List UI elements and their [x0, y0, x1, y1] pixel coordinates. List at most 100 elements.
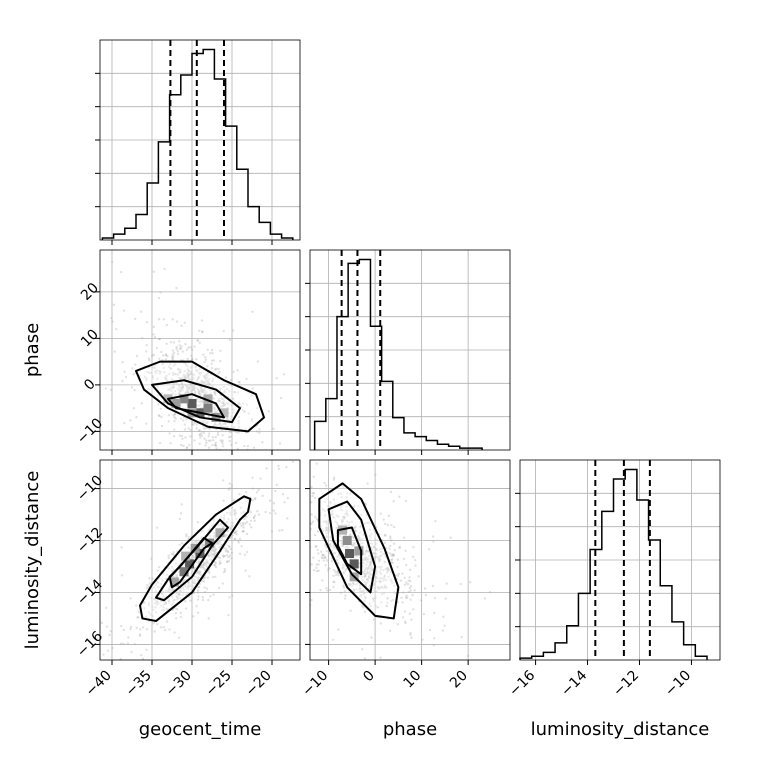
- scatter-point: [335, 526, 338, 529]
- scatter-point: [419, 599, 423, 602]
- scatter-point: [195, 368, 198, 372]
- scatter-point: [200, 391, 204, 394]
- scatter-point: [222, 571, 226, 574]
- scatter-point: [201, 543, 204, 547]
- scatter-point: [168, 628, 171, 631]
- scatter-point: [373, 545, 376, 549]
- scatter-point: [222, 398, 226, 402]
- scatter-point: [217, 399, 220, 403]
- scatter-point: [409, 584, 413, 588]
- scatter-point: [197, 371, 201, 375]
- axes-frame: [99, 459, 301, 661]
- scatter-point: [172, 386, 175, 389]
- scatter-point: [120, 574, 124, 577]
- scatter-point: [222, 554, 225, 557]
- scatter-point: [220, 499, 222, 501]
- scatter-point: [433, 611, 436, 615]
- scatter-point: [202, 544, 206, 547]
- scatter-point: [183, 369, 186, 373]
- scatter-point: [375, 566, 379, 569]
- scatter-point: [209, 552, 212, 555]
- scatter-point: [200, 382, 203, 385]
- scatter-point: [365, 521, 369, 525]
- scatter-point: [196, 611, 200, 614]
- scatter-point: [321, 579, 324, 582]
- scatter-point: [363, 575, 367, 578]
- scatter-point: [366, 570, 369, 573]
- scatter-point: [226, 425, 229, 429]
- scatter-point: [214, 423, 217, 426]
- scatter-point: [207, 555, 210, 558]
- scatter-point: [383, 560, 386, 563]
- scatter-point: [375, 552, 378, 556]
- scatter-point: [363, 599, 366, 603]
- scatter-point: [89, 365, 91, 367]
- scatter-point: [409, 579, 412, 583]
- scatter-point: [219, 439, 222, 442]
- scatter-point: [164, 377, 168, 380]
- scatter-point: [189, 366, 192, 369]
- scatter-point: [248, 463, 250, 465]
- scatter-point: [197, 377, 200, 380]
- scatter-point: [243, 410, 246, 414]
- scatter-point: [228, 390, 231, 393]
- scatter-point: [156, 622, 159, 626]
- scatter-point: [226, 560, 229, 564]
- scatter-point: [215, 451, 217, 453]
- scatter-point: [200, 371, 203, 374]
- contour-level-3: [336, 526, 363, 576]
- scatter-point: [155, 369, 158, 372]
- scatter-point: [227, 613, 230, 617]
- scatter-point: [179, 371, 182, 374]
- scatter-point: [385, 604, 389, 608]
- scatter-point: [231, 329, 235, 332]
- scatter-point: [168, 601, 171, 604]
- scatter-point: [191, 584, 194, 588]
- scatter-point: [229, 418, 232, 421]
- scatter-point: [385, 571, 389, 574]
- scatter-point: [179, 417, 183, 420]
- scatter-point: [392, 553, 395, 556]
- scatter-point: [226, 402, 230, 406]
- scatter-point: [386, 601, 389, 604]
- scatter-point: [366, 482, 369, 485]
- scatter-point: [199, 388, 203, 391]
- scatter-point: [198, 452, 200, 454]
- scatter-point: [378, 579, 381, 583]
- y-tick-label: −10: [74, 415, 106, 447]
- scatter-point: [375, 538, 378, 542]
- scatter-point: [322, 520, 326, 523]
- scatter-point: [96, 274, 98, 276]
- scatter-point: [176, 368, 180, 371]
- scatter-point: [119, 270, 123, 274]
- scatter-point: [357, 537, 361, 541]
- scatter-point: [182, 412, 186, 415]
- scatter-point: [198, 442, 201, 445]
- scatter-point: [204, 548, 207, 551]
- scatter-point: [145, 648, 148, 652]
- scatter-point: [195, 423, 198, 426]
- scatter-point: [335, 555, 339, 558]
- scatter-point: [209, 554, 212, 558]
- scatter-point: [363, 575, 367, 578]
- scatter-point: [286, 496, 289, 500]
- scatter-point: [342, 586, 346, 589]
- scatter-point: [202, 421, 205, 424]
- scatter-point: [335, 514, 339, 517]
- scatter-point: [175, 595, 178, 599]
- scatter-point: [153, 630, 156, 633]
- scatter-point: [167, 420, 170, 423]
- scatter-point: [379, 550, 383, 554]
- scatter-point: [219, 561, 222, 565]
- scatter-point: [213, 397, 216, 400]
- scatter-point: [187, 389, 190, 393]
- x-tick-label: −40: [83, 668, 115, 700]
- scatter-point: [422, 612, 426, 616]
- scatter-point: [222, 385, 226, 389]
- scatter-point: [137, 616, 140, 619]
- scatter-point: [411, 608, 415, 611]
- scatter-point: [199, 570, 202, 574]
- scatter-point: [230, 443, 233, 447]
- scatter-point: [385, 604, 388, 608]
- scatter-point: [412, 555, 415, 559]
